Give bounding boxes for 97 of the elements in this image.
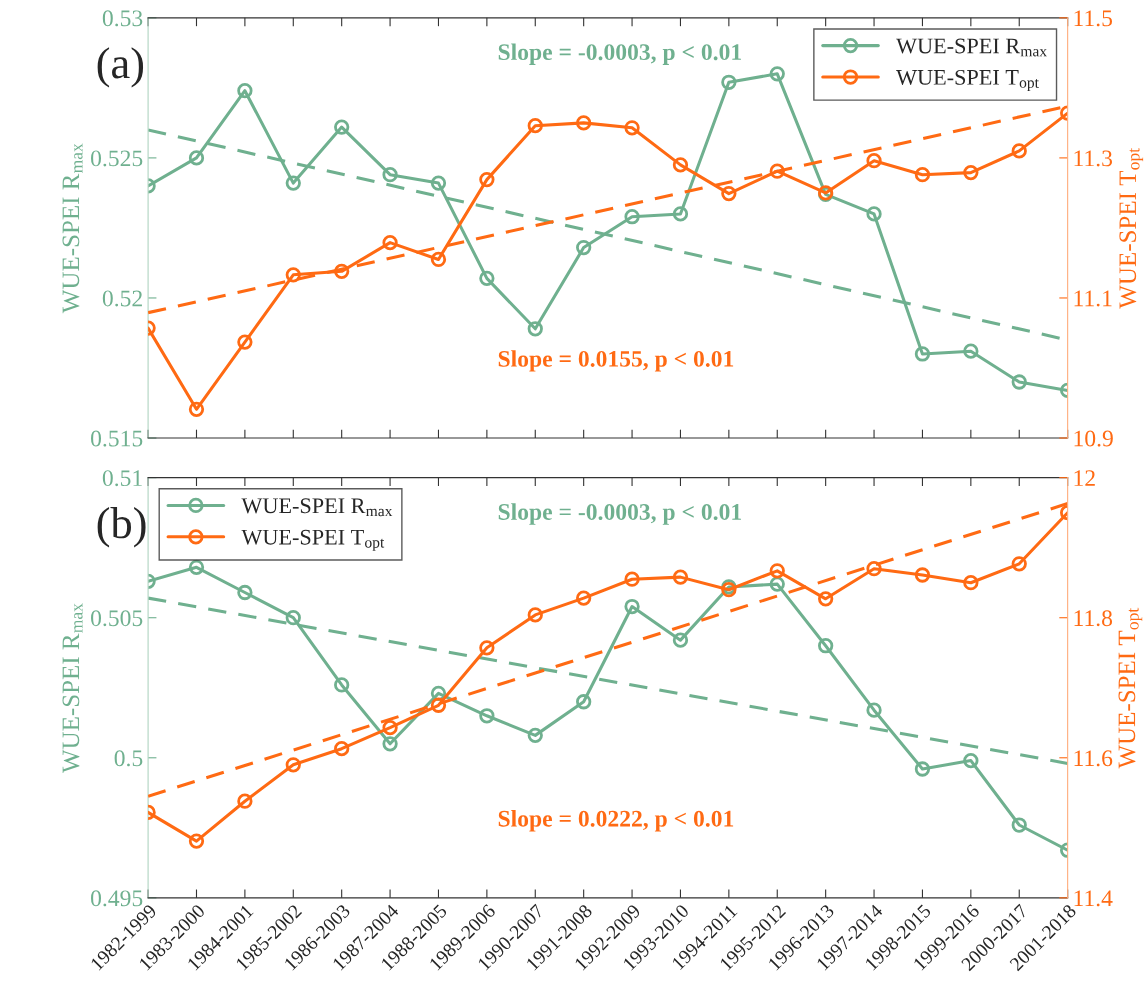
text: (a) xyxy=(97,47,144,88)
point xyxy=(285,610,301,626)
point xyxy=(818,638,834,654)
point xyxy=(866,561,882,577)
y2-tick-label: 11.4 xyxy=(1074,890,1113,907)
point xyxy=(1011,556,1027,572)
point xyxy=(237,334,253,350)
point xyxy=(963,343,979,359)
point xyxy=(672,569,689,585)
y-tick-label: 0.51 xyxy=(102,470,142,487)
point xyxy=(334,677,350,693)
y2-tick-label: 11.1 xyxy=(1074,290,1112,307)
point xyxy=(963,164,979,181)
text: (b) xyxy=(97,507,146,548)
point xyxy=(914,167,931,183)
point xyxy=(430,697,447,713)
y-axis-title: WUE-SPEI R$_{max}$ xyxy=(62,143,83,314)
point xyxy=(963,752,979,769)
point xyxy=(188,401,205,417)
point xyxy=(769,563,785,579)
point xyxy=(527,118,543,134)
point xyxy=(769,576,785,592)
y-tick-label: 0.495 xyxy=(91,890,143,907)
y-tick-label: 0.525 xyxy=(91,150,143,167)
legend-label: WUE-SPEI T$_{opt}$ xyxy=(896,69,1039,91)
point xyxy=(769,163,785,179)
point xyxy=(285,267,301,283)
y2-tick-label: 11.8 xyxy=(1074,610,1113,627)
point xyxy=(1011,143,1027,159)
annotation: Slope = -0.0003, p < 0.01 xyxy=(498,43,741,65)
point xyxy=(237,584,253,601)
point xyxy=(188,150,205,166)
y-tick-label: 0.515 xyxy=(91,430,143,447)
point xyxy=(624,120,640,136)
annotation: Slope = 0.0222, p < 0.01 xyxy=(498,810,734,832)
point xyxy=(285,757,301,773)
point xyxy=(721,185,737,202)
point xyxy=(866,702,882,718)
point xyxy=(576,590,592,606)
point xyxy=(576,115,592,131)
point xyxy=(382,235,398,251)
point xyxy=(479,708,495,724)
point xyxy=(576,239,592,256)
y-axis-title: WUE-SPEI R$_{max}$ xyxy=(62,603,83,773)
point xyxy=(914,761,931,777)
point xyxy=(479,270,495,286)
point xyxy=(866,206,882,222)
point xyxy=(963,575,979,591)
point xyxy=(382,167,398,183)
y-tick-label: 0.52 xyxy=(102,290,142,307)
point xyxy=(237,793,253,809)
point xyxy=(430,175,447,191)
point xyxy=(624,209,640,225)
legend-label: WUE-SPEI R$_{max}$ xyxy=(896,38,1047,57)
point xyxy=(382,736,398,752)
point xyxy=(334,263,350,279)
point xyxy=(479,640,495,656)
point xyxy=(188,559,205,575)
y2-tick-label: 11.3 xyxy=(1074,150,1113,167)
y-tick-label: 0.5 xyxy=(114,750,143,767)
point xyxy=(188,833,205,849)
y2-tick-label: 10.9 xyxy=(1074,430,1113,447)
legend-label: WUE-SPEI R$_{max}$ xyxy=(241,498,393,517)
point xyxy=(1011,817,1027,833)
point xyxy=(430,251,447,268)
point xyxy=(334,119,350,135)
point xyxy=(479,171,495,188)
point xyxy=(382,720,398,736)
point xyxy=(769,66,785,82)
point xyxy=(527,607,543,623)
point xyxy=(237,83,253,99)
point xyxy=(285,175,301,191)
y-tick-label: 0.505 xyxy=(91,610,143,627)
y2-tick-label: 11.5 xyxy=(1074,10,1113,27)
point xyxy=(721,74,737,90)
y2-axis-title: WUE-SPEI T$_{opt}$ xyxy=(1118,607,1143,769)
y2-tick-label: 11.6 xyxy=(1074,750,1113,767)
point xyxy=(672,206,689,222)
y-tick-label: 0.53 xyxy=(102,10,143,27)
point xyxy=(527,727,543,744)
annotation: Slope = 0.0155, p < 0.01 xyxy=(498,350,734,372)
point xyxy=(1011,374,1027,390)
legend-label: WUE-SPEI T$_{opt}$ xyxy=(241,529,385,551)
point xyxy=(672,157,689,173)
point xyxy=(334,741,350,757)
point xyxy=(866,153,882,169)
point xyxy=(672,632,689,648)
point xyxy=(624,598,640,615)
y2-axis-title: WUE-SPEI T$_{opt}$ xyxy=(1119,148,1144,309)
point xyxy=(914,346,931,362)
point xyxy=(818,591,834,607)
point xyxy=(576,694,592,710)
point xyxy=(624,571,640,587)
annotation: Slope = -0.0003, p < 0.01 xyxy=(498,503,741,525)
point xyxy=(527,321,543,337)
point xyxy=(914,567,931,583)
y2-tick-label: 12 xyxy=(1074,470,1095,486)
